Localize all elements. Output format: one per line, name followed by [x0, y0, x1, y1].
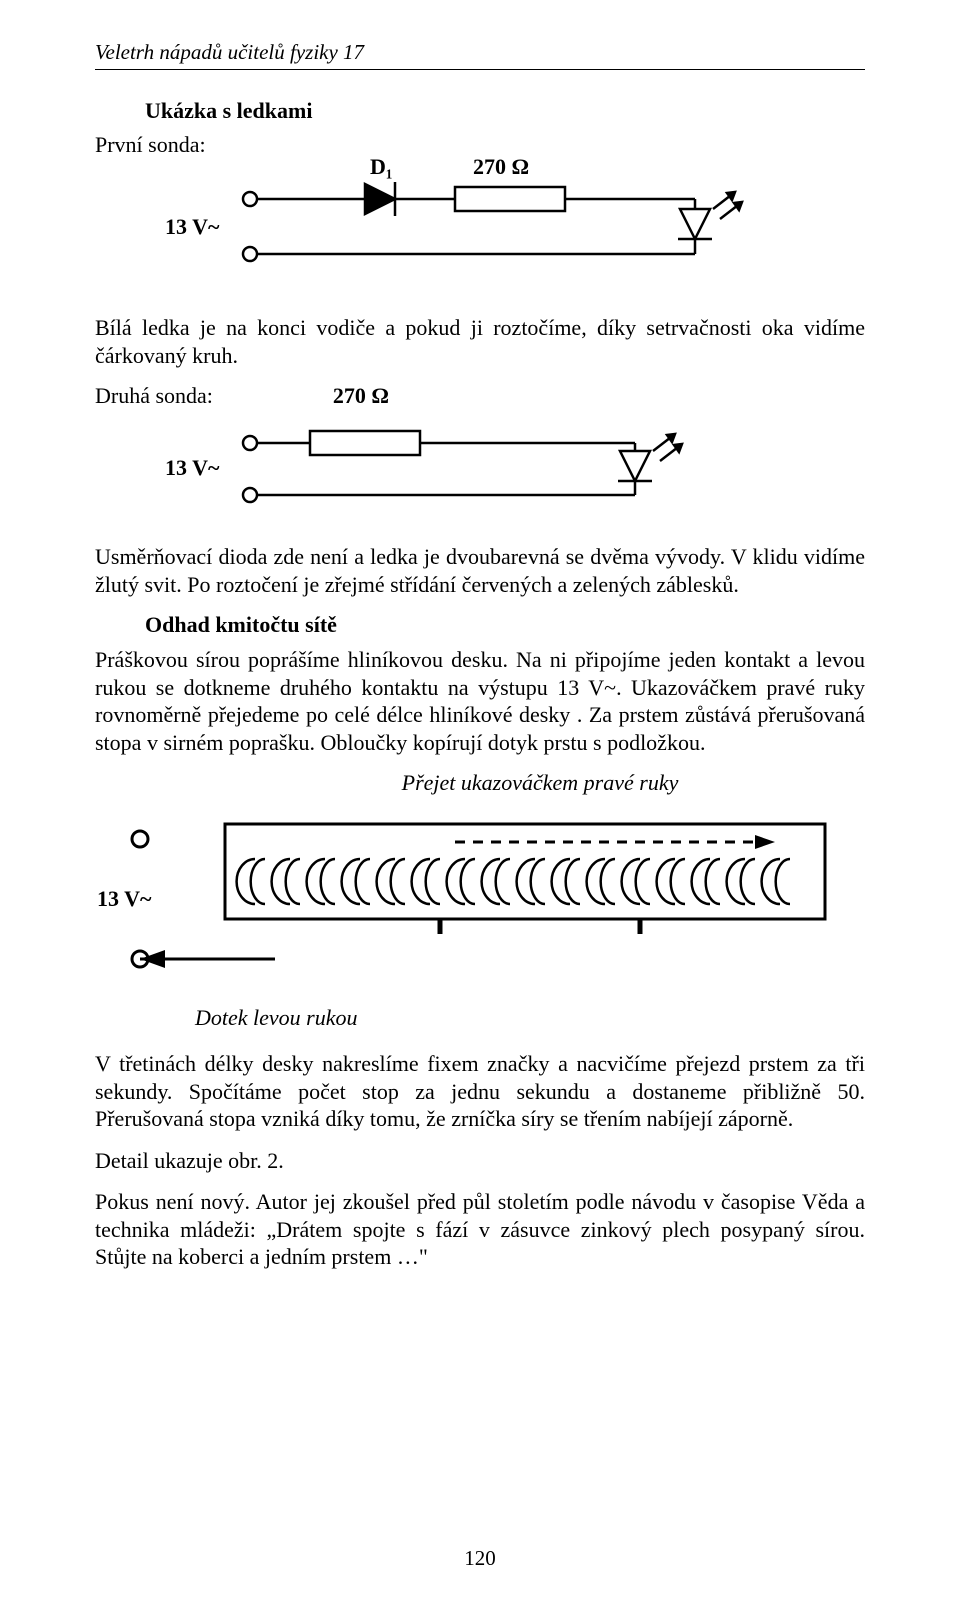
circuit-2-svg: 13 V~	[135, 413, 835, 533]
para-usmernovaci: Usměrňovací dioda zde není a ledka je dv…	[95, 543, 865, 598]
r2-label-above: 270 Ω	[333, 383, 389, 409]
d1-label: D₁	[370, 154, 392, 179]
running-head: Veletrh nápadů učitelů fyziky 17	[95, 40, 865, 70]
v2-label: 13 V~	[165, 455, 220, 480]
touch-caption-top: Přejet ukazováčkem pravé ruky	[215, 770, 865, 796]
probe2-label: Druhá sonda:	[95, 383, 213, 409]
circuit-1-svg: D₁ 270 Ω 13 V~	[135, 164, 835, 304]
section-title-ledky: Ukázka s ledkami	[145, 98, 865, 124]
r1-label: 270 Ω	[473, 154, 529, 179]
circuit-2: 13 V~	[135, 413, 865, 533]
page-number: 120	[0, 1546, 960, 1571]
para-detail: Detail ukazuje obr. 2.	[95, 1147, 865, 1175]
touch-caption-bottom: Dotek levou rukou	[195, 1005, 865, 1031]
para-tretiny: V třetinách délky desky nakreslíme fixem…	[95, 1050, 865, 1133]
para-praskova-sira: Práškovou sírou poprášíme hliníkovou des…	[95, 646, 865, 756]
para-bila-ledka: Bílá ledka je na konci vodiče a pokud ji…	[95, 314, 865, 369]
v1-label: 13 V~	[165, 214, 220, 239]
section-title-odhad: Odhad kmitočtu sítě	[145, 612, 865, 638]
para-pokus: Pokus není nový. Autor jej zkoušel před …	[95, 1188, 865, 1271]
circuit-1: D₁ 270 Ω 13 V~	[135, 164, 865, 304]
touch-diagram-svg: 13 V~	[95, 804, 865, 994]
touch-v-label: 13 V~	[97, 886, 152, 911]
touch-diagram: Přejet ukazováčkem pravé ruky	[95, 770, 865, 1030]
